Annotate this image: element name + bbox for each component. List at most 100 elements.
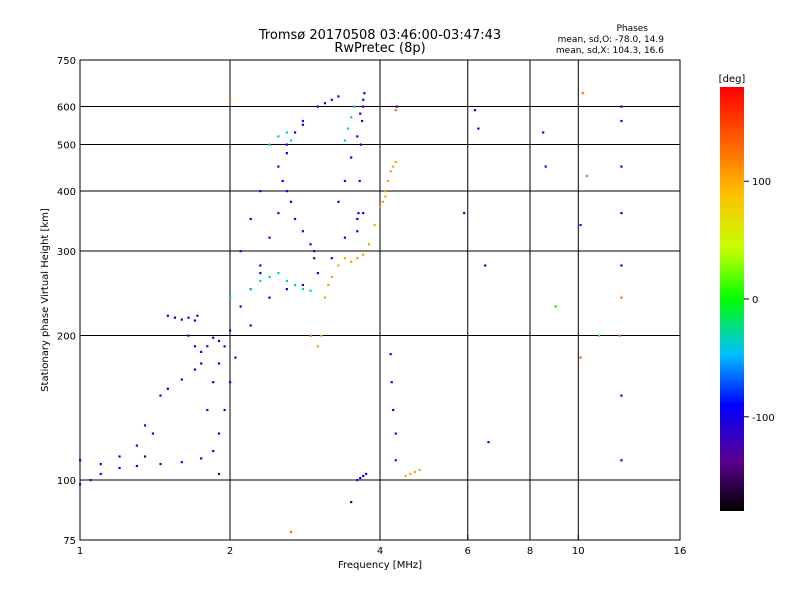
colorbar xyxy=(720,87,744,511)
data-point xyxy=(362,98,365,101)
data-point xyxy=(463,212,466,215)
data-point xyxy=(196,314,199,317)
data-point xyxy=(386,179,390,183)
data-point xyxy=(277,165,280,168)
data-point xyxy=(166,314,169,317)
data-point xyxy=(180,461,183,464)
data-point xyxy=(316,345,319,348)
data-point xyxy=(323,296,327,299)
data-point xyxy=(343,179,347,183)
y-tick-label: 200 xyxy=(57,332,76,343)
data-point xyxy=(118,466,121,470)
data-point xyxy=(356,479,359,482)
data-point xyxy=(249,324,252,327)
data-point xyxy=(350,260,353,263)
data-point xyxy=(350,500,353,504)
data-point xyxy=(620,264,623,267)
x-tick-label: 16 xyxy=(674,546,687,557)
data-point xyxy=(381,200,384,203)
data-point xyxy=(392,408,395,412)
x-axis-label: Frequency [MHz] xyxy=(338,560,422,571)
data-point xyxy=(554,305,557,308)
data-point xyxy=(217,362,221,365)
y-tick-label: 75 xyxy=(63,536,76,547)
data-point xyxy=(143,424,147,427)
data-point xyxy=(301,283,305,287)
data-point xyxy=(330,257,333,260)
data-point xyxy=(343,139,347,142)
data-point xyxy=(249,217,252,221)
data-point xyxy=(173,316,177,319)
data-point xyxy=(301,119,305,123)
data-point xyxy=(390,381,393,384)
data-point xyxy=(268,296,271,299)
x-tick-label: 8 xyxy=(527,546,533,557)
data-point xyxy=(394,160,397,164)
data-point xyxy=(394,109,397,112)
data-point xyxy=(212,381,215,384)
colorbar-tick-label: 100 xyxy=(752,177,771,188)
data-point xyxy=(135,464,138,468)
data-point xyxy=(357,212,360,215)
data-point xyxy=(323,102,327,105)
data-point xyxy=(620,105,623,108)
data-point xyxy=(585,174,588,178)
data-point xyxy=(206,408,209,412)
data-point xyxy=(360,119,364,123)
data-point xyxy=(392,165,395,168)
data-point xyxy=(187,316,190,319)
colorbar-tick-label: -100 xyxy=(752,413,775,424)
data-point xyxy=(289,530,293,534)
data-point xyxy=(313,257,316,260)
data-point xyxy=(293,217,297,221)
data-point xyxy=(277,271,280,275)
data-point xyxy=(301,230,305,233)
data-point xyxy=(389,353,392,356)
data-point xyxy=(384,195,387,198)
data-point xyxy=(343,236,347,239)
data-point xyxy=(301,123,305,126)
data-point xyxy=(544,165,547,168)
data-point xyxy=(309,289,312,292)
data-point xyxy=(358,179,361,183)
data-point xyxy=(330,98,333,101)
data-point xyxy=(293,283,297,287)
x-tick-label: 6 xyxy=(465,546,471,557)
data-point xyxy=(285,190,288,193)
data-point xyxy=(404,474,407,478)
data-point xyxy=(159,462,162,466)
phases-x-line: mean, sd,X: 104.3, 16.6 xyxy=(555,46,664,56)
data-point xyxy=(268,275,271,279)
data-point xyxy=(620,296,623,299)
data-point xyxy=(234,356,237,359)
y-tick-label: 400 xyxy=(57,187,76,198)
data-point xyxy=(268,236,271,239)
data-point xyxy=(293,131,297,134)
data-point xyxy=(362,253,365,256)
data-point xyxy=(356,230,359,233)
data-point xyxy=(212,336,215,339)
data-point xyxy=(166,387,169,390)
chart-subtitle: RwPretec (8p) xyxy=(334,41,426,56)
data-point xyxy=(229,329,232,332)
data-point xyxy=(180,378,183,381)
data-point xyxy=(285,143,288,146)
data-point xyxy=(200,362,203,365)
data-point xyxy=(618,334,621,337)
data-point xyxy=(379,206,382,209)
data-point xyxy=(151,432,155,435)
data-point xyxy=(301,288,305,291)
data-point xyxy=(356,135,359,138)
data-point xyxy=(484,264,487,267)
x-tick-label: 1 xyxy=(77,546,83,557)
data-point xyxy=(620,165,623,168)
data-point xyxy=(353,105,356,108)
data-point xyxy=(394,432,397,435)
data-point xyxy=(285,279,288,283)
data-point xyxy=(413,470,417,474)
data-point xyxy=(473,109,477,112)
data-point xyxy=(337,95,340,98)
data-point xyxy=(373,223,376,227)
data-point xyxy=(143,455,147,458)
